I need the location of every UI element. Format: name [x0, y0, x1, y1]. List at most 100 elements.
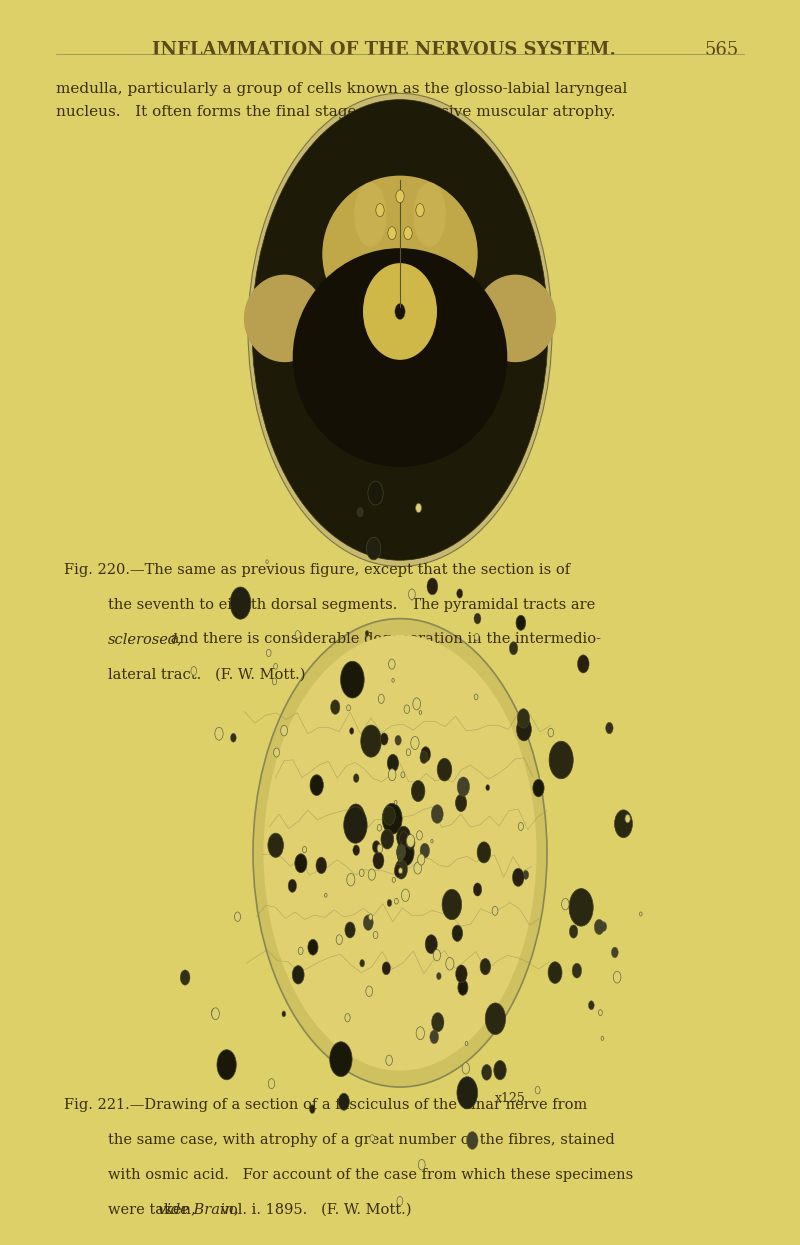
- Text: x125: x125: [495, 1093, 526, 1106]
- Circle shape: [282, 1011, 286, 1017]
- Circle shape: [387, 754, 398, 772]
- Text: Fig. 220.—The same as previous figure, except that the section is of: Fig. 220.—The same as previous figure, e…: [64, 563, 570, 576]
- Circle shape: [386, 1056, 393, 1066]
- Circle shape: [344, 807, 367, 843]
- Circle shape: [212, 1007, 219, 1020]
- Circle shape: [215, 727, 223, 741]
- Circle shape: [517, 708, 530, 728]
- Circle shape: [416, 503, 422, 513]
- Circle shape: [325, 893, 327, 898]
- Circle shape: [310, 774, 323, 796]
- Circle shape: [442, 889, 462, 920]
- Circle shape: [510, 641, 518, 655]
- Circle shape: [298, 947, 303, 955]
- Circle shape: [369, 914, 373, 920]
- Circle shape: [401, 772, 405, 778]
- Circle shape: [420, 843, 430, 858]
- Circle shape: [594, 919, 604, 935]
- Circle shape: [477, 842, 490, 863]
- Circle shape: [402, 889, 410, 901]
- Circle shape: [274, 748, 279, 757]
- Circle shape: [372, 840, 380, 853]
- Circle shape: [347, 804, 365, 832]
- Circle shape: [419, 711, 422, 715]
- Circle shape: [316, 857, 326, 874]
- Circle shape: [482, 1064, 492, 1081]
- Circle shape: [535, 1087, 540, 1094]
- Circle shape: [368, 482, 383, 505]
- Circle shape: [330, 700, 340, 715]
- Circle shape: [562, 899, 569, 910]
- Circle shape: [359, 869, 364, 876]
- Circle shape: [346, 874, 355, 886]
- Circle shape: [376, 204, 384, 217]
- Circle shape: [217, 1050, 236, 1079]
- Circle shape: [414, 863, 422, 874]
- Circle shape: [411, 781, 425, 802]
- Circle shape: [431, 1012, 444, 1032]
- Circle shape: [518, 823, 523, 830]
- Circle shape: [570, 925, 578, 939]
- Circle shape: [368, 869, 375, 880]
- Circle shape: [512, 868, 524, 886]
- Circle shape: [404, 705, 410, 713]
- Circle shape: [336, 935, 342, 945]
- Circle shape: [370, 1134, 374, 1142]
- Circle shape: [274, 664, 278, 670]
- Circle shape: [363, 915, 374, 930]
- Circle shape: [474, 634, 479, 640]
- Circle shape: [388, 769, 396, 781]
- Circle shape: [457, 1077, 478, 1109]
- Circle shape: [292, 966, 304, 984]
- Circle shape: [404, 227, 412, 239]
- Text: nucleus.   It often forms the final stage of progressive muscular atrophy.: nucleus. It often forms the final stage …: [56, 105, 615, 118]
- Circle shape: [353, 845, 359, 855]
- Circle shape: [180, 970, 190, 985]
- Circle shape: [395, 736, 402, 746]
- Circle shape: [398, 868, 402, 874]
- Circle shape: [308, 940, 318, 955]
- Circle shape: [516, 615, 526, 630]
- Circle shape: [358, 508, 363, 517]
- Circle shape: [474, 883, 482, 896]
- Circle shape: [431, 804, 443, 823]
- Circle shape: [381, 829, 394, 849]
- Circle shape: [397, 827, 410, 848]
- Circle shape: [230, 586, 251, 619]
- Circle shape: [378, 695, 384, 703]
- Circle shape: [383, 807, 395, 825]
- Circle shape: [396, 190, 404, 203]
- Text: sclerosed,: sclerosed,: [108, 632, 183, 646]
- Text: vide Brain,: vide Brain,: [158, 1203, 239, 1216]
- Circle shape: [406, 834, 414, 847]
- Circle shape: [494, 1061, 506, 1079]
- Circle shape: [350, 727, 354, 735]
- Circle shape: [625, 814, 630, 823]
- Ellipse shape: [474, 275, 556, 362]
- Circle shape: [377, 844, 382, 853]
- Circle shape: [266, 650, 271, 656]
- Circle shape: [388, 227, 396, 239]
- Circle shape: [394, 801, 397, 804]
- Circle shape: [346, 705, 350, 711]
- Circle shape: [211, 1008, 217, 1017]
- Circle shape: [446, 957, 454, 970]
- Circle shape: [272, 679, 277, 685]
- Circle shape: [425, 935, 438, 954]
- Circle shape: [614, 810, 632, 838]
- Circle shape: [338, 1093, 350, 1111]
- Circle shape: [310, 1104, 315, 1113]
- Circle shape: [452, 925, 462, 941]
- Circle shape: [466, 1042, 468, 1046]
- Ellipse shape: [293, 248, 507, 467]
- Circle shape: [234, 913, 241, 921]
- Circle shape: [295, 854, 307, 873]
- Ellipse shape: [253, 619, 547, 1087]
- Circle shape: [456, 965, 467, 982]
- Circle shape: [430, 839, 433, 843]
- Circle shape: [474, 614, 481, 624]
- Circle shape: [395, 304, 405, 320]
- Text: with osmic acid.   For account of the case from which these specimens: with osmic acid. For account of the case…: [108, 1168, 634, 1182]
- Text: Fig. 221.—Drawing of a section of a fasciculus of the ulnar nerve from: Fig. 221.—Drawing of a section of a fasc…: [64, 1098, 587, 1112]
- Circle shape: [397, 839, 414, 865]
